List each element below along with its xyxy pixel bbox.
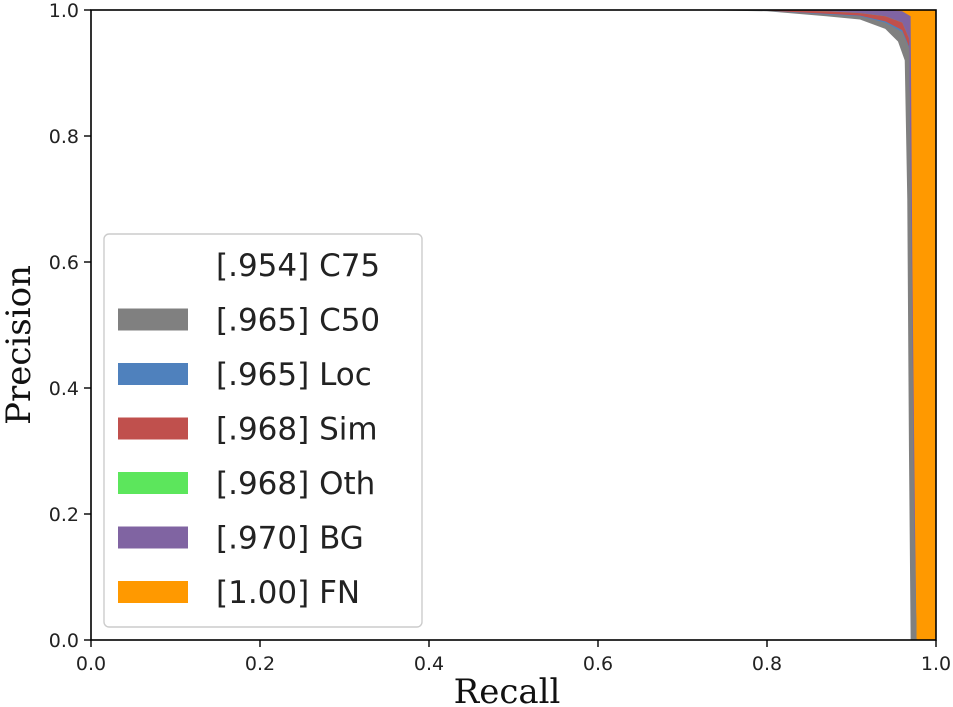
legend-swatch-bg [118, 526, 188, 549]
legend-label-fn: [1.00] FN [216, 575, 360, 611]
x-axis-title: Recall [454, 672, 561, 707]
plot-frame [90, 9, 937, 641]
legend-label-loc: [.965] Loc [216, 357, 372, 393]
legend-swatch-fn [118, 581, 188, 603]
y-tick-label: 0.6 [49, 252, 79, 274]
legend-label-c50: [.965] C50 [216, 303, 380, 339]
legend-swatch-oth [118, 472, 188, 494]
legend-label-oth: [.968] Oth [216, 466, 375, 502]
y-tick-label: 0.2 [49, 504, 79, 526]
x-tick-label: 0.0 [76, 653, 106, 675]
x-tick-label: 1.0 [921, 653, 951, 675]
x-tick-label: 0.8 [752, 653, 782, 675]
legend-label-sim: [.968] Sim [216, 412, 378, 448]
legend-swatch-c75 [118, 254, 188, 276]
y-axis-title: Precision [0, 265, 39, 425]
y-tick-label: 0.4 [49, 378, 79, 400]
y-tick-label: 0.8 [49, 126, 79, 148]
y-tick-label: 0.0 [49, 630, 79, 652]
x-tick-label: 0.4 [414, 653, 444, 675]
legend-label-c75: [.954] C75 [216, 248, 380, 284]
axes-layer: 0.0 0.2 0.4 0.6 0.8 1.0 0.0 0.2 0.4 0.6 0.8 1.0 [49, 0, 951, 675]
legend-label-bg: [.970] BG [216, 521, 364, 557]
x-tick-label: 0.6 [583, 653, 613, 675]
legend-swatch-c50 [118, 308, 188, 331]
legend-swatch-loc [118, 363, 188, 385]
legend-swatch-sim [118, 417, 188, 440]
y-tick-label: 1.0 [49, 0, 79, 22]
x-tick-label: 0.2 [245, 653, 275, 675]
legend: [.954] C75 [.965] C50 [.965] Loc [.968] Sim… [103, 233, 423, 628]
